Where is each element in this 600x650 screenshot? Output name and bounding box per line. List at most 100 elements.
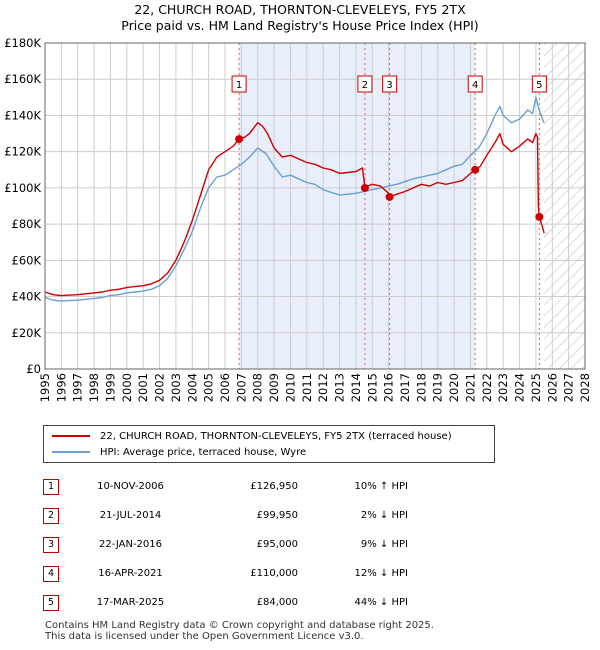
table-row: 4 16-APR-2021 £110,000 12% ↓ HPI — [43, 559, 408, 588]
sale-number-badge: 4 — [43, 565, 59, 582]
x-tick-label: 2001 — [136, 373, 150, 402]
chart-title: 22, CHURCH ROAD, THORNTON-CLEVELEYS, FY5… — [134, 2, 466, 17]
x-tick-label: 2010 — [283, 373, 297, 402]
sale-number-badge: 2 — [43, 507, 59, 524]
y-tick-label: £160K — [4, 72, 41, 86]
sale-price: £84,000 — [256, 597, 298, 608]
x-tick-label: 2024 — [513, 373, 527, 402]
legend: 22, CHURCH ROAD, THORNTON-CLEVELEYS, FY5… — [43, 425, 495, 463]
x-tick-label: 1999 — [103, 373, 117, 402]
series-line-hpi — [44, 96, 545, 302]
x-tick-label: 2019 — [431, 373, 445, 402]
x-tick-label: 1996 — [54, 373, 68, 402]
table-row: 2 21-JUL-2014 £99,950 2% ↓ HPI — [43, 501, 408, 530]
x-tick-label: 2020 — [447, 373, 461, 402]
y-tick-label: £180K — [4, 36, 41, 50]
chart-title-block: 22, CHURCH ROAD, THORNTON-CLEVELEYS, FY5… — [0, 2, 600, 34]
x-tick-label: 2011 — [300, 373, 314, 402]
sale-price: £99,950 — [256, 510, 298, 521]
series-line-property — [44, 122, 545, 297]
x-tick-label: 2023 — [496, 373, 510, 402]
legend-swatch-hpi — [52, 451, 90, 453]
x-tick-label: 2021 — [463, 373, 477, 402]
y-tick-label: £60K — [12, 253, 42, 267]
x-tick-label: 2027 — [562, 373, 576, 402]
x-tick-label: 2012 — [316, 373, 330, 402]
sale-number-badge: 5 — [43, 594, 59, 611]
sale-price: £110,000 — [250, 568, 298, 579]
table-row: 1 10-NOV-2006 £126,950 10% ↑ HPI — [43, 472, 408, 501]
y-tick-label: £80K — [12, 217, 42, 231]
sale-hpi-diff: 2% ↓ HPI — [360, 510, 408, 521]
x-tick-label: 2013 — [333, 373, 347, 402]
marker-box — [531, 75, 547, 93]
x-tick-label: 2018 — [414, 373, 428, 402]
sale-date: 17-MAR-2025 — [96, 597, 165, 608]
sale-hpi-diff: 9% ↓ HPI — [360, 539, 408, 550]
footer: Contains HM Land Registry data © Crown c… — [45, 620, 434, 642]
marker-label: 1 — [236, 80, 242, 91]
legend-label-hpi: HPI: Average price, terraced house, Wyre — [100, 446, 307, 458]
x-tick-label: 2005 — [202, 373, 216, 402]
legend-label-property: 22, CHURCH ROAD, THORNTON-CLEVELEYS, FY5… — [100, 430, 452, 442]
x-tick-label: 2015 — [365, 373, 379, 402]
y-tick-label: £120K — [4, 145, 41, 159]
x-tick-label: 2017 — [398, 373, 412, 402]
shaded-period — [239, 43, 476, 369]
marker-box — [382, 75, 398, 93]
x-tick-label: 2004 — [185, 373, 199, 402]
marker-box — [357, 75, 373, 93]
x-tick-label: 2014 — [349, 373, 363, 402]
sale-point — [385, 192, 394, 201]
marker-label: 4 — [472, 80, 478, 91]
legend-item-hpi: HPI: Average price, terraced house, Wyre — [52, 444, 306, 460]
sale-hpi-diff: 44% ↓ HPI — [354, 597, 408, 608]
marker-box — [467, 75, 483, 93]
sale-price: £126,950 — [250, 481, 298, 492]
x-tick-label: 2000 — [120, 373, 134, 402]
y-tick-label: £140K — [4, 108, 41, 122]
price-chart: 1 2 3 4 5 £0 £20K £40K £60K £80K £100K £120K £140K £… — [4, 36, 592, 402]
marker-label: 5 — [536, 80, 542, 91]
sale-number-badge: 1 — [43, 478, 59, 495]
x-tick-label: 2025 — [529, 373, 543, 402]
x-tick-label: 2006 — [218, 373, 232, 402]
legend-swatch-property — [52, 435, 90, 437]
x-tick-label: 1998 — [87, 373, 101, 402]
footer-line-1: Contains HM Land Registry data © Crown c… — [45, 620, 434, 631]
sale-point — [471, 165, 480, 174]
marker-label: 3 — [386, 80, 392, 91]
sale-date: 16-APR-2021 — [98, 568, 163, 579]
x-tick-label: 2022 — [480, 373, 494, 402]
sale-number-badge: 3 — [43, 536, 59, 553]
y-tick-label: £40K — [12, 290, 42, 304]
sales-table: 1 10-NOV-2006 £126,950 10% ↑ HPI 2 21-JU… — [43, 472, 408, 617]
x-tick-label: 2028 — [578, 373, 592, 402]
sale-hpi-diff: 10% ↑ HPI — [354, 481, 408, 492]
sale-point — [535, 212, 544, 221]
x-tick-label: 2007 — [234, 373, 248, 402]
marker-box — [231, 75, 247, 93]
sale-date: 21-JUL-2014 — [99, 510, 162, 521]
y-tick-label: £20K — [12, 326, 42, 340]
sale-hpi-diff: 12% ↓ HPI — [354, 568, 408, 579]
sale-date: 10-NOV-2006 — [97, 481, 164, 492]
plot-frame — [44, 42, 586, 370]
x-tick-label: 2026 — [545, 373, 559, 402]
x-tick-label: 2008 — [251, 373, 265, 402]
sale-point — [360, 183, 369, 192]
y-tick-label: £100K — [4, 181, 41, 195]
y-tick-label: £0 — [26, 362, 41, 376]
marker-label: 2 — [362, 80, 368, 91]
sale-date: 22-JAN-2016 — [98, 539, 163, 550]
x-tick-label: 2003 — [169, 373, 183, 402]
x-tick-label: 1997 — [71, 373, 85, 402]
table-row: 3 22-JAN-2016 £95,000 9% ↓ HPI — [43, 530, 408, 559]
table-row: 5 17-MAR-2025 £84,000 44% ↓ HPI — [43, 588, 408, 617]
footer-line-2: This data is licensed under the Open Gov… — [45, 631, 364, 642]
x-tick-label: 2016 — [382, 373, 396, 402]
x-tick-label: 1995 — [38, 373, 52, 402]
sale-point — [235, 135, 244, 144]
sale-price: £95,000 — [256, 539, 298, 550]
x-tick-label: 2002 — [153, 373, 167, 402]
